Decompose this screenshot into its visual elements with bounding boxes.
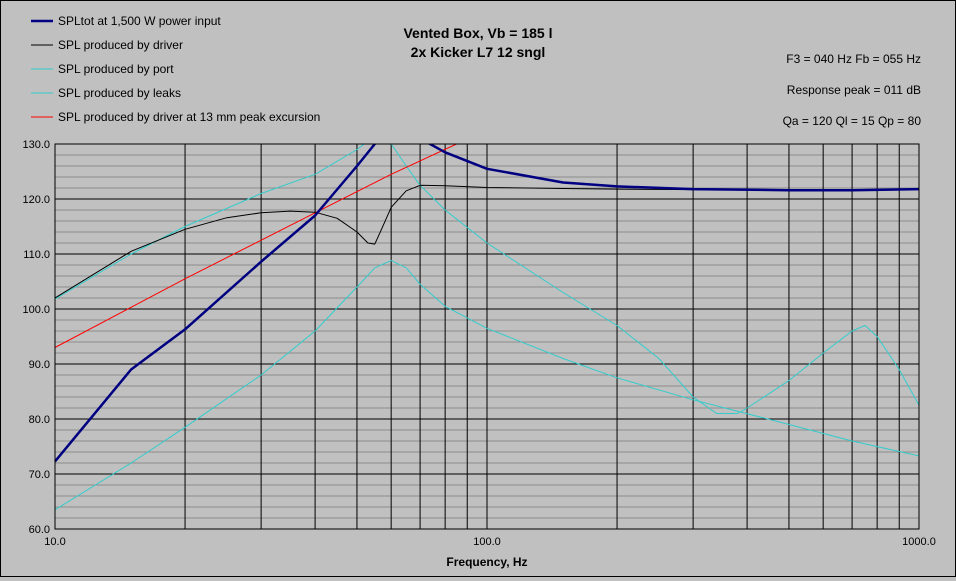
y-tick-label: 110.0 bbox=[23, 249, 50, 261]
x-tick-label: 1000.0 bbox=[902, 536, 936, 548]
y-tick-label: 90.0 bbox=[29, 359, 50, 371]
series-lines bbox=[55, 144, 919, 511]
major-gridlines bbox=[55, 144, 919, 529]
plot-border bbox=[54, 143, 920, 530]
y-tick-label: 100.0 bbox=[22, 304, 50, 316]
info-response-peak: Response peak = 011 dB bbox=[787, 83, 921, 97]
legend: SPLtot at 1,500 W power input SPL produce… bbox=[31, 14, 320, 124]
chart-title-line2: 2x Kicker L7 12 sngl bbox=[411, 44, 546, 60]
legend-label: SPL produced by driver at 13 mm peak exc… bbox=[58, 110, 320, 124]
series-line bbox=[55, 184, 919, 299]
y-tick-label: 80.0 bbox=[29, 414, 50, 426]
info-f3-fb: F3 = 040 Hz Fb = 055 Hz bbox=[786, 52, 921, 66]
y-tick-label: 120.0 bbox=[22, 194, 50, 206]
x-tick-label: 10.0 bbox=[44, 536, 65, 548]
series-line bbox=[55, 144, 919, 463]
series-line bbox=[55, 260, 919, 511]
y-tick-labels: 60.0 70.0 80.0 90.0 100.0 110.0 120.0 130.0 bbox=[22, 139, 50, 536]
x-tick-labels: 10.0 100.0 1000.0 bbox=[44, 536, 936, 548]
y-tick-label: 130.0 bbox=[22, 139, 50, 151]
series-line bbox=[55, 144, 919, 414]
legend-label: SPL produced by leaks bbox=[58, 86, 181, 100]
y-tick-label: 60.0 bbox=[29, 524, 50, 536]
chart-title-line1: Vented Box, Vb = 185 l bbox=[403, 25, 552, 41]
legend-label: SPL produced by driver bbox=[58, 38, 183, 52]
x-axis-label: Frequency, Hz bbox=[446, 555, 527, 569]
legend-label: SPLtot at 1,500 W power input bbox=[58, 14, 221, 28]
info-q-values: Qa = 120 Ql = 15 Qp = 80 bbox=[783, 114, 922, 128]
series-line bbox=[55, 144, 457, 348]
legend-label: SPL produced by port bbox=[58, 62, 174, 76]
y-tick-label: 70.0 bbox=[29, 469, 50, 481]
x-tick-label: 100.0 bbox=[473, 536, 501, 548]
